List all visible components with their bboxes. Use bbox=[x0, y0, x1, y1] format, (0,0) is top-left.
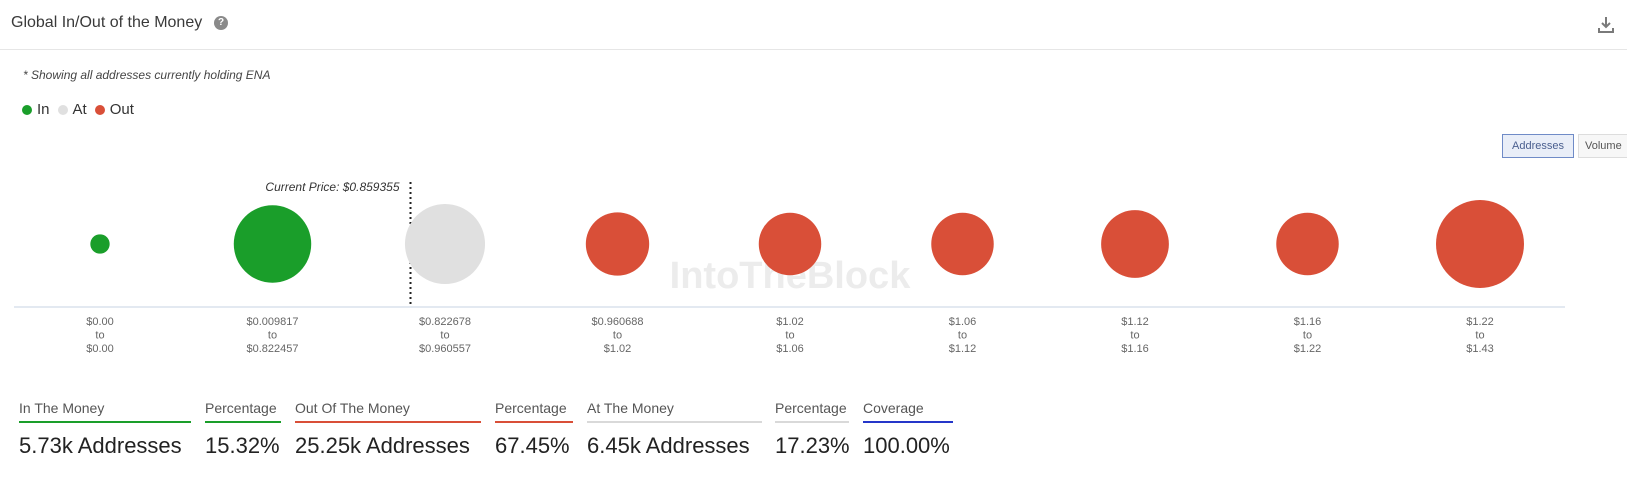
legend-label-in: In bbox=[37, 101, 50, 118]
stat-label: Percentage bbox=[775, 400, 849, 423]
tick-label-joiner: to bbox=[785, 330, 794, 342]
stat-value: 67.45% bbox=[495, 433, 570, 458]
stat-at-percentage: Percentage 17.23% bbox=[775, 400, 850, 459]
bubble-out bbox=[931, 212, 994, 276]
legend-swatch-out bbox=[94, 104, 105, 115]
tick-label-joiner: to bbox=[613, 330, 622, 342]
legend-label-out: Out bbox=[109, 101, 134, 118]
holding-note: * Showing all addresses currently holdin… bbox=[23, 68, 271, 82]
tick-label-from: $1.02 bbox=[776, 316, 804, 328]
tick-label-from: $1.06 bbox=[949, 316, 977, 328]
bubble-out bbox=[1101, 210, 1169, 278]
legend-item-in[interactable]: In bbox=[22, 101, 50, 118]
bubble-at bbox=[404, 203, 486, 285]
tick-label-joiner: to bbox=[1130, 330, 1139, 342]
tick-label-to: $1.22 bbox=[1294, 343, 1322, 355]
tick-label-to: $1.02 bbox=[604, 343, 632, 355]
tick-label-to: $1.12 bbox=[949, 343, 977, 355]
stat-out-of-the-money: Out Of The Money 25.25k Addresses bbox=[295, 400, 481, 459]
tick-label-joiner: to bbox=[440, 330, 449, 342]
tick-label-to: $1.43 bbox=[1466, 343, 1494, 355]
tick-label-from: $0.960688 bbox=[592, 316, 644, 328]
stat-label: Out Of The Money bbox=[295, 400, 481, 423]
tick-label-joiner: to bbox=[1303, 330, 1312, 342]
tick-label-from: $1.12 bbox=[1121, 316, 1149, 328]
legend: In At Out bbox=[22, 101, 142, 118]
stat-in-the-money: In The Money 5.73k Addresses bbox=[19, 400, 191, 459]
stat-value: 100.00% bbox=[863, 433, 950, 458]
stat-value: 5.73k Addresses bbox=[19, 433, 182, 458]
stat-at-the-money: At The Money 6.45k Addresses bbox=[587, 400, 762, 459]
stat-coverage: Coverage 100.00% bbox=[863, 400, 953, 459]
bubble-out bbox=[758, 212, 822, 276]
legend-item-at[interactable]: At bbox=[57, 101, 87, 118]
tick-label-from: $0.009817 bbox=[247, 316, 299, 328]
chart-title: Global In/Out of the Money bbox=[11, 14, 203, 31]
stat-label: At The Money bbox=[587, 400, 762, 423]
legend-item-out[interactable]: Out bbox=[94, 101, 134, 118]
legend-swatch-in bbox=[22, 104, 32, 115]
tick-label-to: $0.960557 bbox=[419, 343, 471, 355]
tick-label-joiner: to bbox=[1475, 330, 1484, 342]
tick-label-from: $1.22 bbox=[1466, 316, 1494, 328]
bubble-out bbox=[585, 212, 650, 276]
legend-swatch-at bbox=[57, 104, 68, 115]
download-icon[interactable] bbox=[1597, 16, 1615, 34]
stat-label: Coverage bbox=[863, 400, 953, 423]
stat-value: 6.45k Addresses bbox=[587, 433, 750, 458]
stat-out-percentage: Percentage 67.45% bbox=[495, 400, 573, 459]
stat-label: Percentage bbox=[495, 400, 573, 423]
header: Global In/Out of the Money ? bbox=[0, 0, 1627, 50]
bubble-in bbox=[90, 234, 110, 254]
current-price-label: Current Price: $0.859355 bbox=[265, 180, 399, 194]
stat-label: Percentage bbox=[205, 400, 281, 423]
tick-label-from: $1.16 bbox=[1294, 316, 1322, 328]
stat-value: 15.32% bbox=[205, 433, 280, 458]
tick-label-to: $0.00 bbox=[86, 343, 114, 355]
stat-label: In The Money bbox=[19, 400, 191, 423]
tick-label-joiner: to bbox=[958, 330, 967, 342]
tick-label-from: $0.822678 bbox=[419, 316, 471, 328]
addresses-toggle-button[interactable]: Addresses bbox=[1502, 134, 1574, 158]
help-icon[interactable]: ? bbox=[214, 16, 228, 30]
bubble-in bbox=[233, 205, 312, 283]
tick-label-joiner: to bbox=[95, 330, 104, 342]
bubble-out bbox=[1436, 200, 1524, 288]
summary-stats: In The Money 5.73k Addresses Percentage … bbox=[0, 400, 1627, 478]
tick-label-from: $0.00 bbox=[86, 316, 114, 328]
legend-label-at: At bbox=[72, 101, 87, 118]
tick-label-to: $1.06 bbox=[776, 343, 804, 355]
volume-toggle-button[interactable]: Volume bbox=[1578, 134, 1627, 158]
bubble-out bbox=[1276, 212, 1339, 276]
stat-in-percentage: Percentage 15.32% bbox=[205, 400, 281, 459]
stat-value: 25.25k Addresses bbox=[295, 433, 470, 458]
tick-label-joiner: to bbox=[268, 330, 277, 342]
tick-label-to: $0.822457 bbox=[247, 343, 299, 355]
tick-label-to: $1.16 bbox=[1121, 343, 1149, 355]
stat-value: 17.23% bbox=[775, 433, 850, 458]
